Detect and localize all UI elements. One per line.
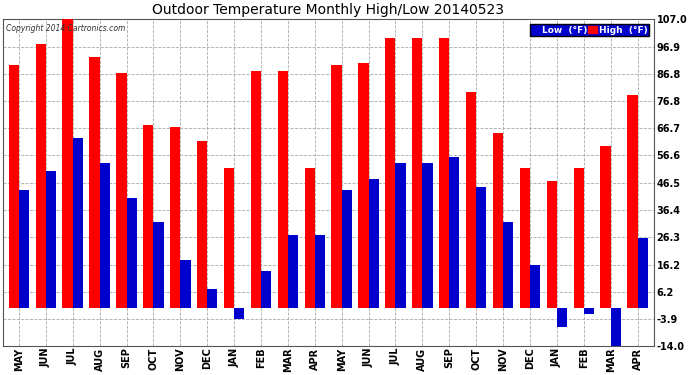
Bar <box>261 271 271 308</box>
Bar <box>546 182 557 308</box>
Bar <box>503 222 513 308</box>
Bar <box>422 162 433 308</box>
Title: Outdoor Temperature Monthly High/Low 20140523: Outdoor Temperature Monthly High/Low 201… <box>152 3 504 17</box>
Bar <box>277 70 288 308</box>
Bar <box>449 157 460 308</box>
Bar <box>530 265 540 308</box>
Bar <box>395 162 406 308</box>
Bar <box>557 308 567 327</box>
Bar <box>520 168 530 308</box>
Bar <box>153 222 164 308</box>
Bar <box>46 171 56 308</box>
Bar <box>36 44 46 308</box>
Bar <box>250 70 261 308</box>
Bar <box>72 138 83 308</box>
Bar <box>117 74 126 308</box>
Bar <box>90 57 99 308</box>
Bar <box>476 187 486 308</box>
Legend: Low  (°F), High  (°F): Low (°F), High (°F) <box>530 24 649 36</box>
Bar <box>288 236 298 308</box>
Bar <box>331 65 342 308</box>
Bar <box>385 38 395 308</box>
Bar <box>573 168 584 308</box>
Bar <box>466 92 476 308</box>
Bar <box>611 308 621 346</box>
Bar <box>584 308 594 314</box>
Bar <box>638 238 648 308</box>
Bar <box>358 63 368 308</box>
Bar <box>63 20 72 308</box>
Bar <box>368 179 379 308</box>
Bar <box>439 38 449 308</box>
Text: Copyright 2014 Cartronics.com: Copyright 2014 Cartronics.com <box>6 24 126 33</box>
Bar <box>224 168 234 308</box>
Bar <box>180 260 190 308</box>
Bar <box>9 65 19 308</box>
Bar <box>315 236 325 308</box>
Bar <box>170 128 180 308</box>
Bar <box>144 125 153 308</box>
Bar <box>207 290 217 308</box>
Bar <box>412 38 422 308</box>
Bar <box>99 162 110 308</box>
Bar <box>126 198 137 308</box>
Bar <box>197 141 207 308</box>
Bar <box>234 308 244 319</box>
Bar <box>627 95 638 308</box>
Bar <box>342 189 352 308</box>
Bar <box>493 133 503 308</box>
Bar <box>304 168 315 308</box>
Bar <box>600 146 611 308</box>
Bar <box>19 189 29 308</box>
